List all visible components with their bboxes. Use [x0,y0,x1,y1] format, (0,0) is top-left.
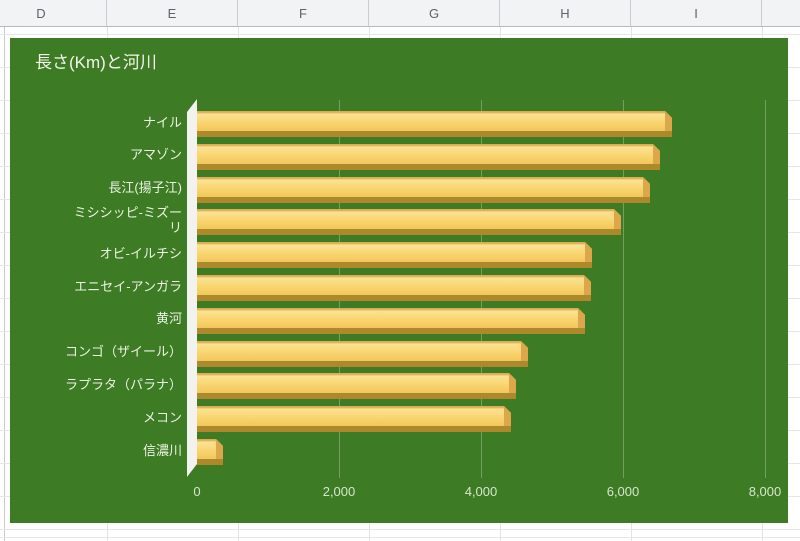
column-header-partial[interactable] [762,0,800,26]
bar-end-face [584,275,591,295]
bar-5[interactable] [197,275,591,301]
bar-depth-shadow [197,361,528,367]
bar-6[interactable] [197,308,585,334]
bar-end-face [653,144,660,164]
bar-face [197,341,528,361]
bar-chart[interactable]: 長さ(Km)と河川 ナイルアマゾン長江(揚子江) ミシシッピ-ミズーリオビ-イルチ… [10,38,788,523]
row-gridline [0,529,800,530]
x-tick-label-2,000: 2,000 [322,484,356,499]
bar-face [197,406,511,426]
category-label-5: エニセイ-アンガラ [74,279,182,294]
column-header-e[interactable]: E [107,0,238,26]
row-gridline [0,537,800,538]
bar-depth-shadow [197,197,650,203]
bar-end-face [643,177,650,197]
column-header-d[interactable]: D [0,0,107,26]
category-label-9: メコン [142,410,182,425]
column-header-g[interactable]: G [369,0,500,26]
category-label-8: ラプラタ（パラナ） [64,377,182,392]
row-gridline [0,34,800,35]
bar-depth-shadow [197,328,585,334]
chart-title: 長さ(Km)と河川 [35,53,157,72]
category-label-1: アマゾン [129,147,182,162]
category-label-4: オビ-イルチシ [99,246,182,261]
column-header-row: D E F G H I [0,0,800,27]
bar-face [197,177,650,197]
category-label-0: ナイル [142,115,182,130]
bar-depth-shadow [197,459,223,465]
bar-end-face [578,308,585,328]
gridline-8000 [765,100,766,478]
bar-end-face [614,209,621,229]
bar-face [197,242,592,262]
axis-baseline-wall [187,99,197,477]
category-label-3: ミシシッピ-ミズーリ [73,205,182,235]
column-header-i[interactable]: I [631,0,762,26]
bar-face [197,111,672,131]
bar-4[interactable] [197,242,592,268]
bar-7[interactable] [197,341,528,367]
bar-1[interactable] [197,144,660,170]
category-label-10: 信濃川 [142,443,182,458]
bar-depth-shadow [197,164,660,170]
bar-depth-shadow [197,393,516,399]
bar-10[interactable] [197,439,223,465]
bar-depth-shadow [197,229,621,235]
bar-9[interactable] [197,406,511,432]
bar-end-face [504,406,511,426]
bar-depth-shadow [197,426,511,432]
bar-8[interactable] [197,373,516,399]
bar-depth-shadow [197,295,591,301]
column-header-h[interactable]: H [500,0,631,26]
bar-face [197,275,591,295]
bar-end-face [585,242,592,262]
category-label-2: 長江(揚子江) [108,180,182,195]
category-label-7: コンゴ（ザイール） [64,344,182,359]
bar-3[interactable] [197,209,621,235]
x-tick-label-6,000: 6,000 [606,484,640,499]
bar-end-face [665,111,672,131]
bar-end-face [509,373,516,393]
x-tick-label-4,000: 4,000 [464,484,498,499]
gridline-6000 [623,100,624,478]
bar-face [197,373,516,393]
bar-face [197,209,621,229]
x-tick-label-8,000: 8,000 [748,484,782,499]
bar-end-face [216,439,223,459]
bar-face [197,308,585,328]
bar-depth-shadow [197,131,672,137]
x-tick-label-0: 0 [193,484,201,499]
bar-depth-shadow [197,262,592,268]
bar-0[interactable] [197,111,672,137]
sheet-left-edge-line [4,0,5,541]
column-header-f[interactable]: F [238,0,369,26]
category-label-6: 黄河 [155,311,182,326]
bar-face [197,144,660,164]
bar-2[interactable] [197,177,650,203]
bar-end-face [521,341,528,361]
